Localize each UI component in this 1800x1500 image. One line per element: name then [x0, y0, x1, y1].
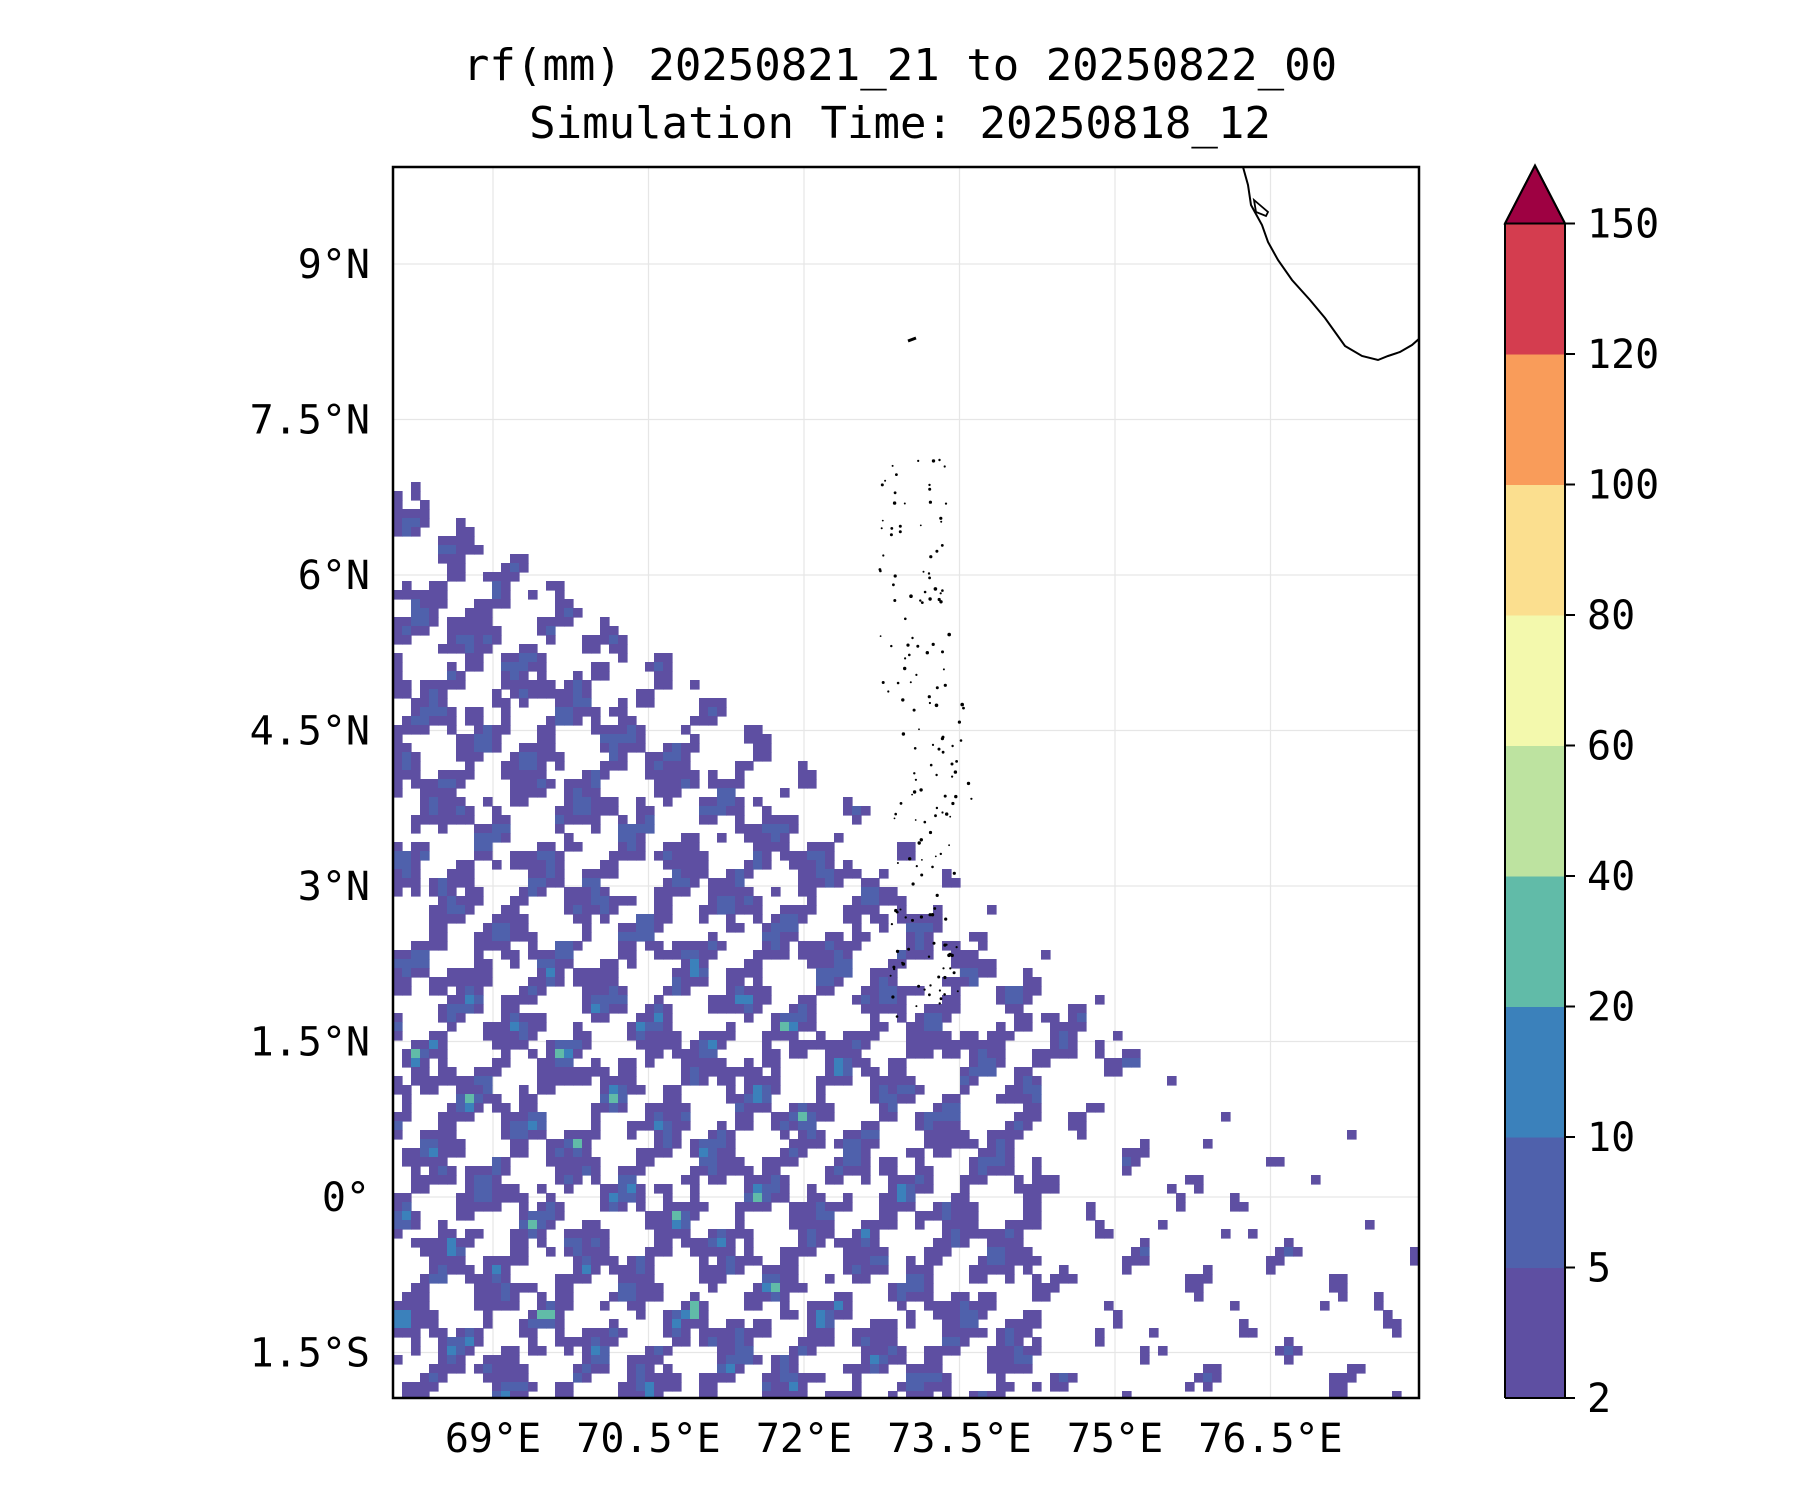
colorbar-segment — [1505, 1137, 1565, 1268]
colorbar-segment — [1505, 615, 1565, 746]
colorbar-segment — [1505, 354, 1565, 485]
maldives-atolls — [878, 458, 973, 1018]
coastline-detail — [1252, 197, 1270, 218]
lat-tick-label: 1.5°N — [250, 1020, 370, 1066]
lat-tick-label: 4.5°N — [250, 709, 370, 755]
longitude-labels: 69°E 70.5°E 72°E 73.5°E 75°E 76.5°E — [445, 1416, 1343, 1462]
lat-tick-label: 7.5°N — [250, 398, 370, 444]
title-line-2: Simulation Time: 20250818_12 — [529, 98, 1271, 149]
colorbar-label: 5 — [1587, 1246, 1611, 1292]
lat-tick-label: 3°N — [298, 864, 370, 910]
rainfall-field — [393, 482, 1419, 1398]
colorbar-label: 150 — [1587, 202, 1659, 248]
latitude-labels: 9°N 7.5°N 6°N 4.5°N 3°N 1.5°N 0° 1.5°S — [250, 242, 370, 1377]
colorbar-segment — [1505, 876, 1565, 1007]
coastline — [878, 167, 1419, 1018]
colorbar-label: 2 — [1587, 1376, 1611, 1422]
lat-tick-label: 0° — [322, 1175, 370, 1221]
colorbar-label: 10 — [1587, 1115, 1635, 1161]
title-line-1: rf(mm) 20250821_21 to 20250822_00 — [462, 40, 1338, 91]
lon-tick-label: 69°E — [445, 1416, 541, 1462]
colorbar-segment — [1505, 484, 1565, 616]
colorbar-extend-arrow — [1503, 163, 1567, 225]
lon-tick-label: 70.5°E — [576, 1416, 721, 1462]
colorbar-label: 120 — [1587, 332, 1659, 378]
colorbar-label: 20 — [1587, 985, 1635, 1031]
plot-frame — [391, 165, 1421, 1400]
lon-tick-label: 73.5°E — [887, 1416, 1032, 1462]
lat-tick-label: 6°N — [298, 553, 370, 599]
colorbar-label: 100 — [1587, 463, 1659, 509]
colorbar-label: 40 — [1587, 854, 1635, 900]
lat-tick-label: 9°N — [298, 242, 370, 288]
colorbar-label: 80 — [1587, 593, 1635, 639]
colorbar-outline — [1504, 163, 1566, 1399]
colorbar-segment — [1505, 1006, 1565, 1138]
lon-tick-label: 72°E — [756, 1416, 852, 1462]
colorbar-segment — [1505, 223, 1565, 355]
colorbar: 2 5 10 20 40 60 80 100 120 150 — [1503, 163, 1659, 1422]
colorbar-label: 60 — [1587, 724, 1635, 770]
lon-tick-label: 76.5°E — [1198, 1416, 1343, 1462]
lat-tick-label: 1.5°S — [250, 1331, 370, 1377]
india-coastline — [1242, 167, 1419, 362]
lon-tick-label: 75°E — [1067, 1416, 1163, 1462]
island-lakshadweep — [907, 336, 917, 343]
colorbar-segment — [1505, 745, 1565, 877]
colorbar-segment — [1505, 1267, 1565, 1399]
